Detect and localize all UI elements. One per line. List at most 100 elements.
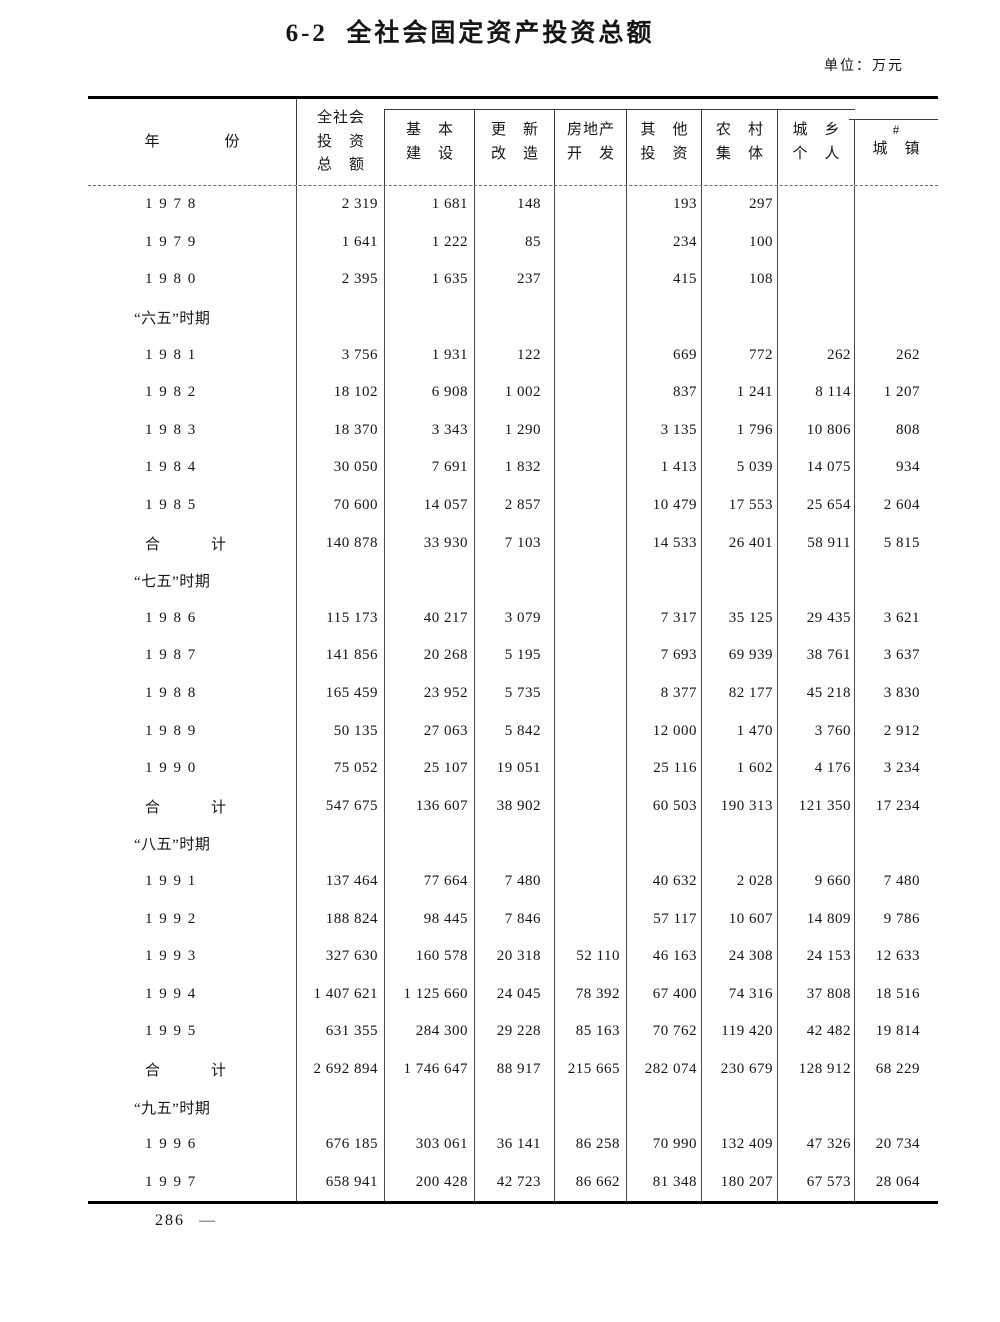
value-cell-real-estate-development — [555, 449, 627, 487]
value-cell-other-investment — [627, 825, 702, 863]
value-cell-rural-collective: 119 420 — [702, 1013, 778, 1051]
value-cell-urban: 934 — [896, 459, 920, 476]
value-cell-renovation: 1 832 — [475, 449, 555, 487]
header-vline — [701, 109, 702, 185]
value-cell-renovation: 85 — [475, 223, 555, 262]
value-cell-urban: 3 621 — [883, 609, 920, 626]
header-vline — [296, 99, 297, 185]
value-cell-real-estate-development — [555, 749, 627, 788]
value-cell-urban-rural-individual: 4 176 — [778, 749, 855, 788]
row-label-total: 合 计 — [88, 524, 297, 562]
header-urban-box-top-rule — [849, 119, 938, 120]
value-cell-real-estate-development — [555, 825, 627, 863]
value-cell-urban: 3 637 — [883, 647, 920, 664]
value-cell-capital-construction: 33 930 — [385, 524, 475, 562]
value-cell-rural-collective: 1 470 — [702, 712, 778, 750]
value-cell-rural-collective: 1 796 — [702, 411, 778, 450]
value-cell-total-investment: 1 407 621 — [297, 975, 385, 1014]
value-cell-real-estate-development — [555, 561, 627, 600]
of-which-hash-symbol: # — [892, 122, 901, 138]
value-cell-capital-construction — [385, 298, 475, 337]
value-cell-real-estate-development: 85 163 — [555, 1013, 627, 1051]
data-table: 年 份全社会投 资总 额基 本建 设更 新改 造房地产开 发其 他投 资农 村集… — [88, 96, 938, 1205]
value-cell-total-investment: 631 355 — [297, 1013, 385, 1051]
value-cell-rural-collective: 230 679 — [702, 1050, 778, 1089]
value-cell-other-investment: 282 074 — [627, 1050, 702, 1089]
value-cell-rural-collective — [702, 825, 778, 863]
table-bottom-rule — [88, 1201, 938, 1205]
table-row: 合 计 140 878 33 930 7 103 14 533 26 401 58 911 5… — [88, 524, 938, 562]
value-cell-real-estate-development — [555, 637, 627, 675]
header-vline — [854, 119, 855, 185]
value-cell-urban: 7 480 — [883, 872, 920, 889]
value-cell-capital-construction: 25 107 — [385, 749, 475, 788]
table-row: 合 计 547 675 136 607 38 902 60 503 190 313 121 … — [88, 787, 938, 826]
row-label-year: 1 9 7 9 — [88, 223, 297, 262]
value-cell-capital-construction: 136 607 — [385, 787, 475, 826]
value-cell-urban — [855, 224, 938, 262]
value-cell-other-investment: 1 413 — [627, 449, 702, 487]
value-cell-renovation — [475, 1088, 555, 1126]
value-cell-urban-rural-individual — [778, 223, 855, 262]
value-cell-total-investment: 18 102 — [297, 373, 385, 412]
value-cell-total-investment: 3 756 — [297, 336, 385, 374]
table-row: “六五”时期 — [88, 298, 938, 337]
table-row: “八五”时期 — [88, 825, 938, 863]
table-row: 1 9 8 7 141 856 20 268 5 195 7 693 69 939 38 7… — [88, 637, 938, 675]
header-line: 投 资 — [316, 133, 365, 150]
value-cell-total-investment: 2 319 — [297, 186, 385, 224]
table-row: 1 9 9 7 658 941 200 428 42 723 86 662 81 348 1… — [88, 1163, 938, 1202]
row-label-period: “七五”时期 — [88, 561, 297, 600]
value-cell-urban — [855, 1088, 938, 1126]
value-cell-urban: 2 604 — [883, 497, 920, 514]
value-cell-rural-collective: 180 207 — [702, 1163, 778, 1202]
value-cell-real-estate-development — [555, 900, 627, 938]
value-cell-rural-collective: 69 939 — [702, 637, 778, 675]
value-cell-rural-collective: 297 — [702, 186, 778, 224]
value-cell-real-estate-development — [555, 223, 627, 262]
value-cell-urban: 17 234 — [875, 797, 920, 814]
value-cell-total-investment: 2 692 894 — [297, 1050, 385, 1089]
header-vline — [554, 109, 555, 185]
value-cell-urban: 68 229 — [875, 1060, 920, 1077]
value-cell-capital-construction: 1 635 — [385, 261, 475, 299]
value-cell-real-estate-development — [555, 261, 627, 299]
value-cell-real-estate-development — [555, 787, 627, 826]
value-cell-urban-rural-individual: 3 760 — [778, 712, 855, 750]
value-cell-urban-rural-individual — [778, 825, 855, 863]
header-cell-real-estate-development: 房地产开 发 — [555, 99, 627, 185]
value-cell-total-investment: 676 185 — [297, 1125, 385, 1164]
value-cell-renovation: 1 002 — [475, 373, 555, 412]
value-cell-rural-collective: 100 — [702, 223, 778, 262]
page-number-dash: — — [199, 1212, 215, 1229]
value-cell-renovation: 19 051 — [475, 749, 555, 788]
value-cell-total-investment — [297, 1088, 385, 1126]
row-label-year: 1 9 8 5 — [88, 486, 297, 525]
table-row: 1 9 9 3 327 630 160 578 20 318 52 110 46 163 2… — [88, 937, 938, 976]
row-label-year: 1 9 9 3 — [88, 937, 297, 976]
row-label-year: 1 9 9 7 — [88, 1163, 297, 1202]
row-label-period: “六五”时期 — [88, 298, 297, 337]
value-cell-capital-construction: 1 125 660 — [385, 975, 475, 1014]
row-label-total: 合 计 — [88, 787, 297, 826]
value-cell-renovation: 237 — [475, 261, 555, 299]
value-cell-urban-rural-individual: 38 761 — [778, 637, 855, 675]
value-cell-other-investment — [627, 561, 702, 600]
value-cell-urban — [855, 562, 938, 600]
value-cell-renovation — [475, 298, 555, 337]
header-subbox-top-rule — [384, 109, 855, 110]
header-vline — [474, 109, 475, 185]
row-label-year: 1 9 8 8 — [88, 674, 297, 713]
value-cell-rural-collective: 74 316 — [702, 975, 778, 1014]
row-label-year: 1 9 9 1 — [88, 862, 297, 901]
value-cell-urban: 2 912 — [883, 722, 920, 739]
value-cell-real-estate-development: 52 110 — [555, 937, 627, 976]
value-cell-urban-rural-individual — [778, 298, 855, 337]
value-cell-other-investment: 57 117 — [627, 900, 702, 938]
value-cell-renovation — [475, 561, 555, 600]
value-cell-other-investment: 193 — [627, 186, 702, 224]
value-cell-total-investment: 137 464 — [297, 862, 385, 901]
value-cell-urban — [855, 186, 938, 224]
